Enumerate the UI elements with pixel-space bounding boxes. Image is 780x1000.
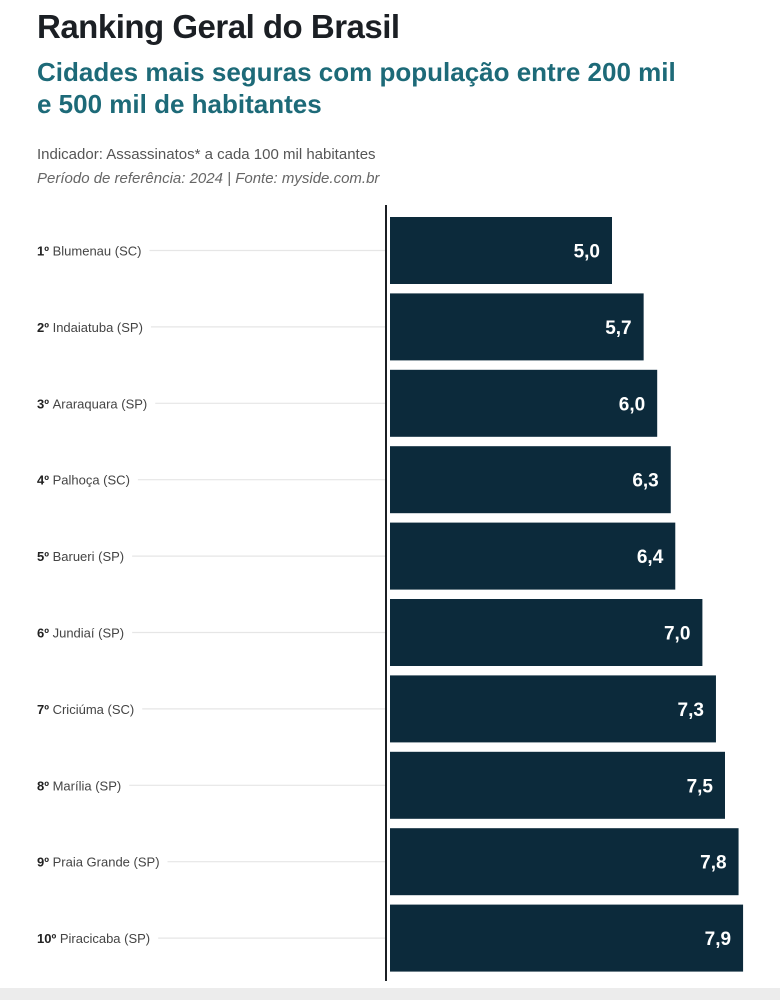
category-label: 2º Indaiatuba (SP) [37, 320, 143, 335]
rank-label: 10º [37, 931, 60, 946]
bar [390, 599, 703, 666]
data-label: 6,3 [632, 471, 658, 492]
bar [390, 828, 739, 896]
bar [390, 675, 716, 743]
rank-label: 7º [37, 702, 53, 717]
bar-chart: 1º Blumenau (SC) 5,0 2º Indaiatuba (SP) 5,7… [37, 205, 744, 981]
bar [390, 904, 744, 972]
category-label: 3º Araraquara (SP) [37, 396, 147, 411]
bar [390, 751, 725, 819]
city-label: Barueri (SP) [53, 549, 125, 564]
category-label: 1º Blumenau (SC) [37, 244, 141, 259]
data-label: 7,8 [700, 853, 726, 874]
indicator-note: Indicador: Assassinatos* a cada 100 mil … [37, 146, 376, 163]
data-label: 5,0 [574, 242, 600, 263]
city-label: Palhoça (SC) [53, 473, 130, 488]
category-label: 7º Criciúma (SC) [37, 702, 134, 717]
data-label: 7,3 [678, 700, 704, 721]
footer-band [0, 988, 780, 1000]
rank-label: 8º [37, 778, 53, 793]
source-note: Período de referência: 2024 | Fonte: mys… [37, 170, 380, 187]
data-label: 7,0 [664, 624, 690, 645]
city-label: Marília (SP) [53, 778, 122, 793]
city-label: Piracicaba (SP) [60, 931, 150, 946]
rank-label: 1º [37, 244, 53, 259]
rank-label: 2º [37, 320, 53, 335]
bar [390, 217, 612, 284]
rank-label: 9º [37, 855, 53, 870]
category-label: 4º Palhoça (SC) [37, 473, 130, 488]
rank-label: 3º [37, 396, 53, 411]
rank-label: 5º [37, 549, 53, 564]
chart-subtitle: Cidades mais seguras com população entre… [37, 57, 676, 119]
category-label: 5º Barueri (SP) [37, 549, 124, 564]
city-label: Blumenau (SC) [53, 244, 142, 259]
category-label: 6º Jundiaí (SP) [37, 626, 124, 641]
bar [390, 522, 676, 590]
bar [390, 446, 671, 514]
data-label: 7,9 [705, 929, 731, 950]
rank-label: 4º [37, 473, 53, 488]
bar [390, 293, 644, 361]
category-label: 9º Praia Grande (SP) [37, 855, 160, 870]
city-label: Praia Grande (SP) [53, 855, 160, 870]
category-label: 8º Marília (SP) [37, 778, 121, 793]
bar [390, 369, 658, 437]
rank-label: 6º [37, 626, 53, 641]
city-label: Jundiaí (SP) [53, 626, 125, 641]
data-label: 5,7 [605, 318, 631, 339]
city-label: Criciúma (SC) [53, 702, 135, 717]
data-label: 6,0 [619, 394, 645, 415]
city-label: Araraquara (SP) [53, 396, 148, 411]
chart-title: Ranking Geral do Brasil [37, 8, 400, 45]
data-label: 7,5 [687, 776, 714, 797]
category-label: 10º Piracicaba (SP) [37, 931, 150, 946]
city-label: Indaiatuba (SP) [53, 320, 143, 335]
data-label: 6,4 [637, 547, 664, 568]
